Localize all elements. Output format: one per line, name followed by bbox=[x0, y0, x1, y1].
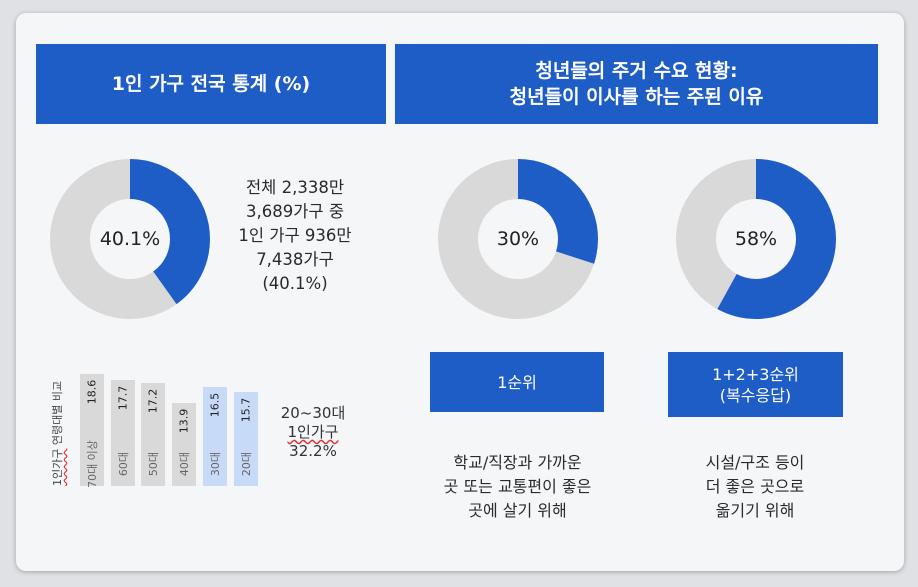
age-bar-value: 17.2 bbox=[146, 388, 160, 414]
age-bar-category: 40대 bbox=[178, 451, 191, 477]
bar-chart-axis-label: 1인가구 연령대별 비교 bbox=[49, 381, 65, 486]
age-bar: 15.7 20대 bbox=[234, 391, 258, 486]
axis-label-rest: 연령대별 비교 bbox=[51, 380, 64, 449]
age-bar: 18.6 70대 이상 bbox=[80, 374, 104, 488]
youth-housing-header: 청년들의 주거 수요 현황: 청년들이 이사를 하는 주된 이유 bbox=[395, 44, 878, 124]
national-stats-header: 1인 가구 전국 통계 (%) bbox=[36, 44, 386, 124]
age-bar: 13.9 40대 bbox=[172, 402, 196, 486]
age-bar-category: 30대 bbox=[209, 451, 222, 477]
youth-share-note: 20~30대 1인가구 32.2% bbox=[268, 404, 358, 461]
rank123-label: 1+2+3순위 (복수응답) bbox=[712, 364, 799, 405]
reason-rank123-donut bbox=[676, 159, 836, 319]
age-bar: 16.5 30대 bbox=[203, 387, 227, 486]
single-household-donut-label: 40.1% bbox=[99, 228, 161, 250]
reason-rank1-donut-label: 30% bbox=[496, 228, 540, 250]
reason-rank123-donut-slice bbox=[676, 159, 836, 319]
rank1-description: 학교/직장과 가까운 곳 또는 교통편이 좋은 곳에 살기 위해 bbox=[443, 453, 592, 520]
age-bar-value: 15.7 bbox=[239, 397, 253, 423]
age-bar-value: 16.5 bbox=[208, 392, 222, 418]
reason-rank123-donut-label: 58% bbox=[734, 228, 778, 250]
age-bar-category: 50대 bbox=[147, 451, 160, 477]
age-bar: 17.2 50대 bbox=[141, 382, 165, 486]
rank1-label: 1순위 bbox=[497, 372, 537, 392]
age-bar-value: 13.9 bbox=[177, 408, 191, 433]
youth-household-label: 1인가구 bbox=[287, 423, 339, 441]
household-stats-text: 전체 2,338만 3,689가구 중 1인 가구 936만 7,438가구 (… bbox=[238, 178, 352, 293]
age-bar-category: 70대 이상 bbox=[86, 440, 99, 488]
youth-age-range: 20~30대 bbox=[280, 404, 346, 422]
axis-label-underlined: 1인가구 bbox=[51, 448, 64, 486]
age-bar-value: 17.7 bbox=[116, 385, 130, 411]
rank123-box: 1+2+3순위 (복수응답) bbox=[668, 352, 843, 417]
reason-rank1-donut-slice bbox=[438, 159, 598, 319]
age-bar-category: 60대 bbox=[117, 451, 130, 477]
youth-housing-title: 청년들의 주거 수요 현황: 청년들이 이사를 하는 주된 이유 bbox=[509, 60, 764, 108]
national-stats-title: 1인 가구 전국 통계 (%) bbox=[111, 73, 311, 95]
reason-rank1-donut bbox=[438, 159, 598, 319]
youth-share-value: 32.2% bbox=[289, 442, 337, 460]
single-household-donut-slice bbox=[50, 159, 210, 319]
rank1-box: 1순위 bbox=[430, 352, 604, 412]
age-bar: 17.7 60대 bbox=[111, 379, 135, 486]
single-household-donut bbox=[50, 159, 210, 319]
age-bar-value: 18.6 bbox=[85, 380, 99, 405]
rank123-description: 시설/구조 등이 더 좋은 곳으로 옮기기 위해 bbox=[705, 453, 805, 520]
age-bar-category: 20대 bbox=[240, 451, 253, 477]
